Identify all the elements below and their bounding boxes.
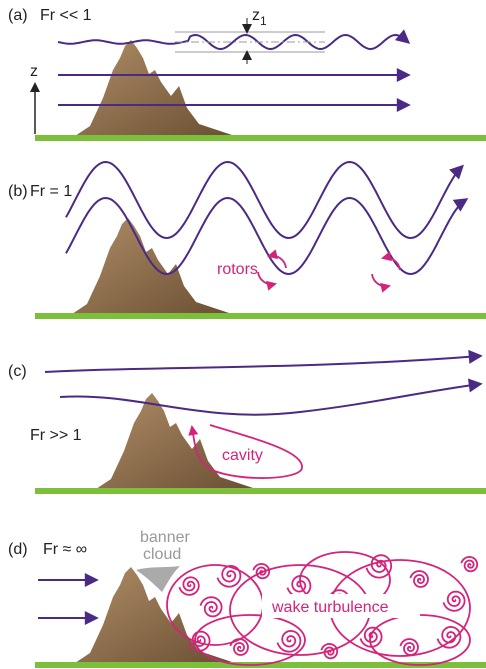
mountain <box>72 218 232 314</box>
panel-label: (c) <box>8 363 27 380</box>
panel-label: (b) <box>8 183 28 200</box>
mountain <box>75 40 235 136</box>
turbulence <box>200 597 221 616</box>
symbol: z <box>252 7 260 24</box>
turbulence <box>167 565 263 645</box>
turbulence <box>367 555 392 577</box>
cloud-label: cloud <box>143 546 181 563</box>
streamline <box>45 356 480 372</box>
annotation: rotors <box>217 261 258 278</box>
annotation: cavity <box>222 447 263 464</box>
diagram: (a) Fr << 1 z z1 (b) Fr = 1 rotors (c) F… <box>0 0 486 669</box>
cloud-label: banner <box>140 529 190 546</box>
subscript: 1 <box>260 14 267 28</box>
streamline <box>58 35 408 49</box>
turbulence <box>277 631 300 652</box>
turbulence <box>410 571 428 587</box>
displacement-label: z1 <box>252 7 267 28</box>
panel-label: (d) <box>8 541 28 558</box>
panel-label: (a) <box>8 7 28 24</box>
froude-label: Fr << 1 <box>40 7 92 24</box>
froude-label: Fr ≈ ∞ <box>43 541 87 558</box>
rotor <box>372 274 389 286</box>
froude-label: Fr = 1 <box>30 183 72 200</box>
turbulence <box>461 557 477 571</box>
rotor <box>383 258 400 270</box>
rotor <box>258 272 275 284</box>
turbulence <box>287 576 310 597</box>
annotation: wake turbulence <box>271 599 389 616</box>
streamline <box>60 384 480 415</box>
turbulence <box>195 615 305 665</box>
turbulence <box>179 577 198 595</box>
turbulence <box>437 627 460 648</box>
axis-label: z <box>30 63 38 80</box>
turbulence <box>443 592 464 611</box>
turbulence <box>400 639 418 655</box>
froude-label: Fr >> 1 <box>30 427 82 444</box>
